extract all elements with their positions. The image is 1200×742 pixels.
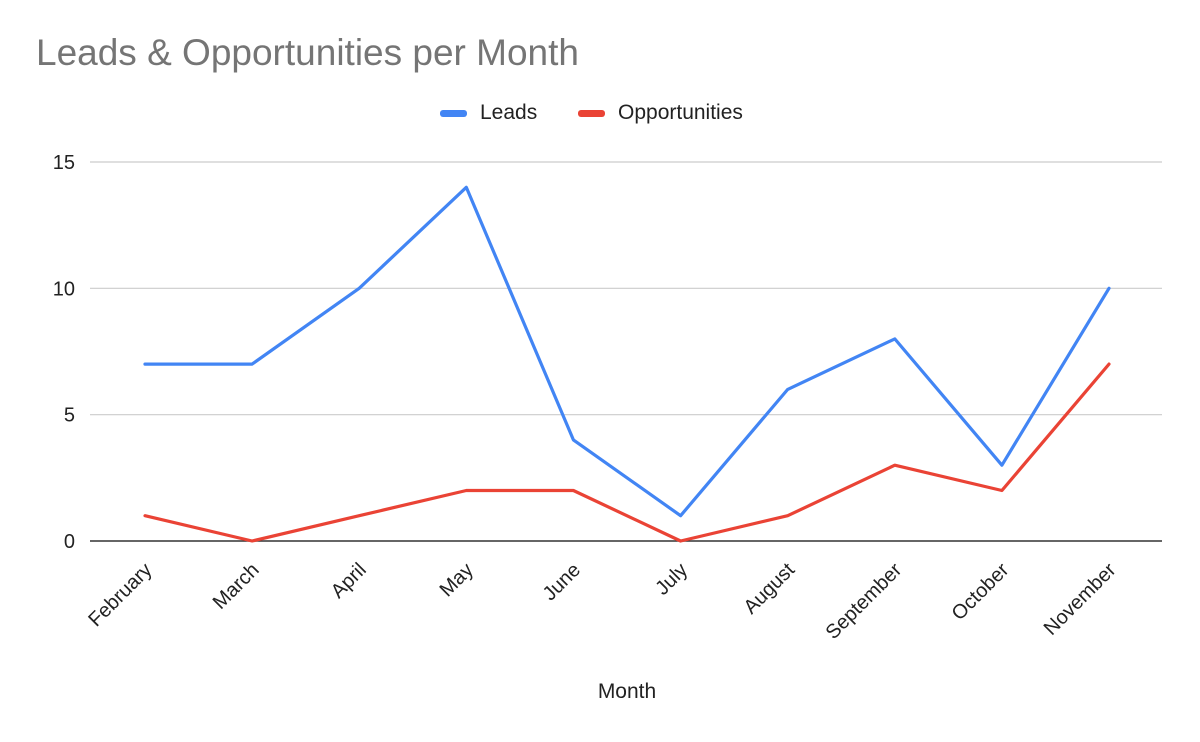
x-tick-label: October xyxy=(948,559,1014,625)
chart-title: Leads & Opportunities per Month xyxy=(36,32,579,73)
data-point-opportunities[interactable] xyxy=(464,489,468,493)
chart-legend: Leads Opportunities xyxy=(0,99,1200,127)
data-point-leads[interactable] xyxy=(893,337,897,341)
x-axis-ticks: February March April May June July August Septe… xyxy=(84,559,1120,644)
y-tick-label: 0 xyxy=(64,531,75,553)
data-point-leads[interactable] xyxy=(464,185,468,189)
data-point-opportunities[interactable] xyxy=(143,514,147,518)
legend-swatch-opportunities xyxy=(578,109,605,117)
data-point-leads[interactable] xyxy=(1000,463,1004,467)
x-axis-title: Month xyxy=(598,680,656,703)
data-point-opportunities[interactable] xyxy=(571,489,575,493)
data-point-leads[interactable] xyxy=(250,362,254,366)
data-point-leads[interactable] xyxy=(679,514,683,518)
series-line-leads[interactable] xyxy=(143,185,1111,518)
legend-label-leads: Leads xyxy=(480,101,538,124)
x-tick-label: February xyxy=(84,559,156,631)
gridlines xyxy=(90,161,1162,542)
x-tick-label: July xyxy=(651,559,692,600)
x-tick-label: May xyxy=(436,559,478,601)
x-tick-label: April xyxy=(327,559,371,603)
x-tick-label: November xyxy=(1040,559,1121,640)
x-tick-label: September xyxy=(822,559,907,644)
data-point-opportunities[interactable] xyxy=(357,514,361,518)
series-lines xyxy=(143,185,1111,543)
y-tick-label: 15 xyxy=(53,152,75,174)
data-point-opportunities[interactable] xyxy=(786,514,790,518)
x-tick-label: March xyxy=(209,559,264,614)
data-point-leads[interactable] xyxy=(1107,286,1111,290)
legend-swatch-leads xyxy=(440,109,467,117)
data-point-opportunities[interactable] xyxy=(679,539,683,543)
y-axis-ticks: 0 5 10 15 xyxy=(53,152,75,553)
x-tick-label: June xyxy=(539,559,585,605)
y-tick-label: 5 xyxy=(64,405,75,427)
legend-item-leads[interactable]: Leads xyxy=(440,99,537,127)
data-point-leads[interactable] xyxy=(571,438,575,442)
data-point-leads[interactable] xyxy=(143,362,147,366)
y-tick-label: 10 xyxy=(53,278,75,300)
x-tick-label: August xyxy=(740,559,800,619)
legend-label-opportunities: Opportunities xyxy=(618,101,743,124)
data-point-opportunities[interactable] xyxy=(893,463,897,467)
legend-item-opportunities[interactable]: Opportunities xyxy=(578,99,743,127)
data-point-opportunities[interactable] xyxy=(250,539,254,543)
data-point-leads[interactable] xyxy=(786,387,790,391)
data-point-opportunities[interactable] xyxy=(1000,489,1004,493)
data-point-opportunities[interactable] xyxy=(1107,362,1111,366)
series-line-opportunities[interactable] xyxy=(143,362,1111,543)
data-point-leads[interactable] xyxy=(357,286,361,290)
